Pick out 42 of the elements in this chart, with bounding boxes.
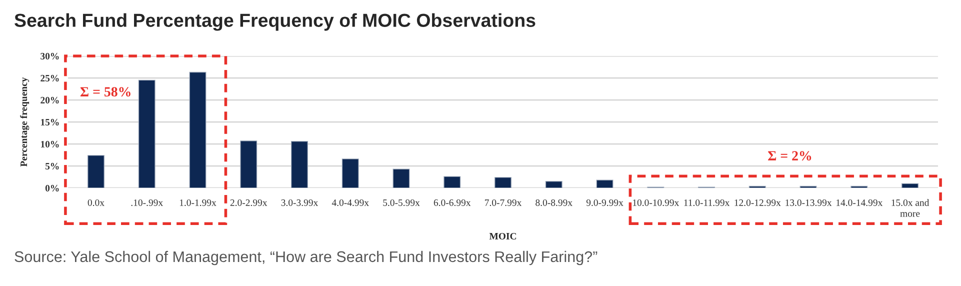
bar [494,177,512,188]
y-tick-label: 20% [40,96,59,104]
source-note: Source: Yale School of Management, “How are Search Fund Investors Really Faring?” [14,250,598,266]
x-tick-label: 1.0-1.99x [180,199,216,206]
x-tick-label: 6.0-6.99x [434,199,471,206]
x-axis-title: MOIC [489,232,516,240]
x-tick-label: 0.0x [88,199,104,206]
x-tick-label: 8.0-8.99x [536,199,572,206]
annotation: Σ = 2% [768,151,812,161]
x-tick-label: 9.0-9.99x [586,199,624,206]
y-tick-label: 5% [45,162,59,170]
x-tick-label: 2.0-2.99x [230,199,268,206]
chart-title: Search Fund Percentage Frequency of MOIC Observations [14,13,536,31]
bar [189,72,206,188]
x-tick-label: 5.0-5.99x [383,199,420,206]
y-tick-label: 15% [41,118,59,126]
y-tick-label: 0% [45,184,59,192]
bar [596,180,614,188]
bar [291,141,308,188]
x-tick-label: 10.0-10.99x [632,199,680,206]
y-tick-label: 30% [40,52,59,60]
bar [444,176,461,188]
x-tick-label: 7.0-7.99x [485,199,522,206]
bar [342,158,359,188]
annotation: Σ = 58% [80,87,130,97]
x-tick-label: 13.0-13.99x [786,199,832,206]
bar [545,181,562,188]
bar [87,155,104,188]
x-tick-label: 15.0x and more [892,199,930,217]
y-axis-title: Percentage frequency [20,77,30,167]
y-tick-label: 10% [41,140,59,148]
y-tick-label: 25% [40,74,59,82]
bar [138,80,156,188]
bar [392,168,410,188]
bar [902,183,919,188]
x-tick-label: 4.0-4.99x [332,199,369,206]
x-tick-label: .10-.99x [131,199,163,206]
x-tick-label: 12.0-12.99x [734,199,781,206]
x-tick-label: 3.0-3.99x [281,199,318,206]
bar [240,140,258,188]
x-tick-label: 14.0-14.99x [836,199,883,206]
x-tick-label: 11.0-11.99x [684,199,730,206]
